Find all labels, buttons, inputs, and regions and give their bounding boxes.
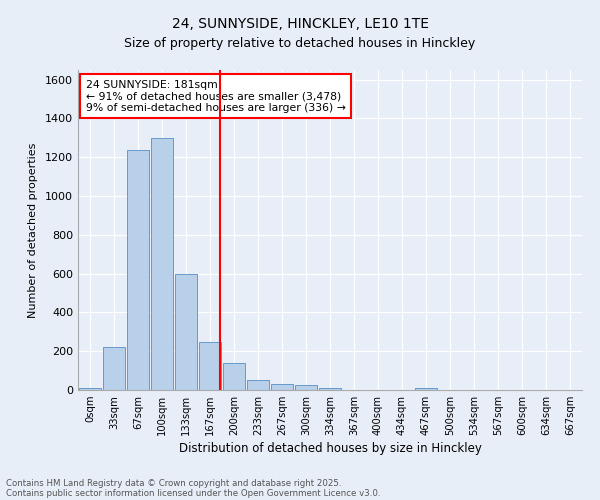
Bar bbox=[175, 274, 197, 390]
Bar bbox=[127, 150, 149, 390]
X-axis label: Distribution of detached houses by size in Hinckley: Distribution of detached houses by size … bbox=[179, 442, 481, 455]
Bar bbox=[199, 342, 221, 390]
Bar bbox=[271, 384, 293, 390]
Text: Contains public sector information licensed under the Open Government Licence v3: Contains public sector information licen… bbox=[6, 488, 380, 498]
Bar bbox=[319, 388, 341, 390]
Text: Contains HM Land Registry data © Crown copyright and database right 2025.: Contains HM Land Registry data © Crown c… bbox=[6, 478, 341, 488]
Text: 24 SUNNYSIDE: 181sqm
← 91% of detached houses are smaller (3,478)
9% of semi-det: 24 SUNNYSIDE: 181sqm ← 91% of detached h… bbox=[86, 80, 346, 113]
Bar bbox=[415, 388, 437, 390]
Bar bbox=[223, 363, 245, 390]
Text: Size of property relative to detached houses in Hinckley: Size of property relative to detached ho… bbox=[124, 38, 476, 51]
Text: 24, SUNNYSIDE, HINCKLEY, LE10 1TE: 24, SUNNYSIDE, HINCKLEY, LE10 1TE bbox=[172, 18, 428, 32]
Y-axis label: Number of detached properties: Number of detached properties bbox=[28, 142, 38, 318]
Bar bbox=[295, 384, 317, 390]
Bar bbox=[247, 380, 269, 390]
Bar bbox=[151, 138, 173, 390]
Bar bbox=[79, 388, 101, 390]
Bar bbox=[103, 348, 125, 390]
